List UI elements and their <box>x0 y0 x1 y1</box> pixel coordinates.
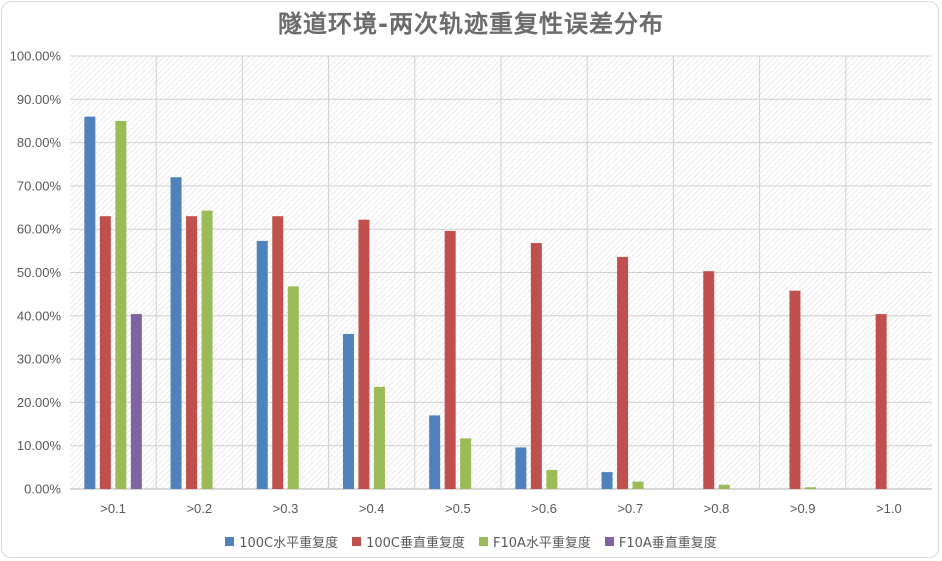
x-tick-label: >1.0 <box>876 501 902 516</box>
y-tick-label: 80.00% <box>17 135 62 150</box>
bar <box>632 481 644 489</box>
x-tick-label: >0.8 <box>704 501 730 516</box>
legend-swatch <box>352 537 362 546</box>
x-tick-label: >0.6 <box>531 501 557 516</box>
legend-swatch <box>225 537 235 546</box>
y-tick-label: 40.00% <box>17 308 62 323</box>
bar <box>342 333 354 489</box>
bar <box>99 216 111 489</box>
y-tick-label: 50.00% <box>17 265 62 280</box>
bar <box>115 120 127 489</box>
y-tick-label: 70.00% <box>17 178 62 193</box>
bar <box>718 484 730 489</box>
legend-swatch <box>478 537 488 546</box>
legend-item: 100C垂直重复度 <box>352 532 465 551</box>
x-tick-label: >0.4 <box>359 501 385 516</box>
y-tick-label: 10.00% <box>17 438 62 453</box>
bar <box>601 472 613 489</box>
bar <box>515 447 527 489</box>
bar <box>170 177 182 490</box>
bar <box>272 216 284 489</box>
y-tick-label: 60.00% <box>17 222 62 237</box>
legend-label: 100C垂直重复度 <box>366 536 465 551</box>
bar <box>130 314 142 489</box>
bar <box>287 286 299 489</box>
x-tick-label: >0.9 <box>790 501 816 516</box>
bar <box>84 116 96 490</box>
bar <box>530 243 542 489</box>
y-tick-label: 20.00% <box>17 395 62 410</box>
legend-item: F10A水平重复度 <box>478 532 591 551</box>
y-tick-label: 100.00% <box>10 49 62 64</box>
bar <box>546 469 558 489</box>
legend-label: F10A垂直重复度 <box>618 536 717 551</box>
bar <box>373 386 385 489</box>
x-tick-label: >0.7 <box>617 501 643 516</box>
bar <box>703 271 715 489</box>
legend-label: F10A水平重复度 <box>492 536 591 551</box>
bar <box>444 230 456 489</box>
bar <box>358 219 370 490</box>
bar <box>256 240 268 489</box>
legend-item: F10A垂直重复度 <box>604 532 717 551</box>
legend-label: 100C水平重复度 <box>239 536 339 551</box>
bar <box>804 487 816 489</box>
x-tick-label: >0.2 <box>186 501 212 516</box>
legend-item: 100C水平重复度 <box>225 532 338 551</box>
bar <box>186 216 198 489</box>
x-tick-label: >0.3 <box>273 501 299 516</box>
y-tick-label: 90.00% <box>17 92 62 107</box>
y-tick-label: 0.00% <box>24 482 61 497</box>
bar <box>460 438 472 489</box>
bar <box>429 415 441 489</box>
bar <box>875 314 887 489</box>
bar <box>789 290 801 489</box>
legend: 100C水平重复度 100C垂直重复度 F10A水平重复度 F10A垂直重复度 <box>0 532 942 551</box>
chart-title: 隧道环境-两次轨迹重复性误差分布 <box>278 10 664 38</box>
bar <box>617 256 629 489</box>
bar <box>201 210 213 489</box>
legend-swatch <box>604 537 614 546</box>
y-tick-label: 30.00% <box>17 352 62 367</box>
x-tick-label: >0.1 <box>100 501 126 516</box>
x-tick-label: >0.5 <box>445 501 471 516</box>
